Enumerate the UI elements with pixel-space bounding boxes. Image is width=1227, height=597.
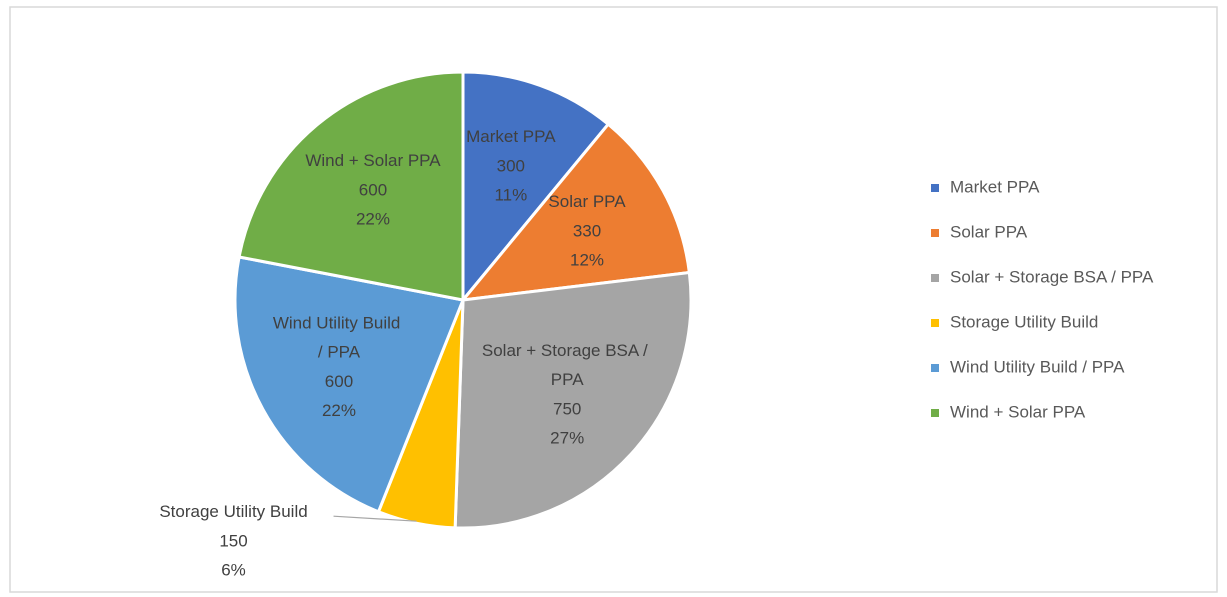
pie-slice [459,122,692,302]
pie-slice [461,70,611,305]
legend-label: Storage Utility Build [950,312,1098,331]
legend-label: Wind + Solar PPA [950,402,1086,421]
legend-label: Market PPA [950,177,1040,196]
slice-value-label: 600 [359,181,387,200]
leader-line [333,515,417,522]
slice-percent-label: 22% [356,210,390,229]
slice-value-label: 300 [497,156,525,175]
slice-value-label: 330 [573,222,601,241]
slice-category-label: Wind + Solar PPA [305,152,441,171]
slice-value-label: 150 [219,532,247,551]
pie [233,70,693,530]
slice-percent-label: 11% [494,185,527,204]
slice-category-label: Wind Utility Build / PPA [273,314,405,362]
data-labels: Market PPA 300 11% Solar PPA 330 12% Solar + S… [159,127,652,579]
legend-label: Wind Utility Build / PPA [950,357,1125,376]
legend-swatch [931,364,939,372]
slice-category-label: Market PPA [466,127,556,146]
legend-swatch [931,184,939,192]
legend-label: Solar PPA [950,222,1028,241]
slice-value-label: 750 [553,400,581,419]
legend: Market PPA Solar PPA Solar + Storage BSA /… [931,177,1154,421]
slice-percent-label: 12% [570,251,604,270]
pie-slice [237,70,465,302]
slice-percent-label: 27% [550,429,584,448]
slice-percent-label: 6% [221,561,246,580]
legend-swatch [931,319,939,327]
slice-category-label: Solar PPA [548,193,626,212]
slice-category-label: Storage Utility Build [159,503,307,522]
slice-value-label: 600 [325,372,353,391]
slice-percent-label: 22% [322,401,356,420]
legend-label: Solar + Storage BSA / PPA [950,267,1154,286]
pie-slice [233,255,466,514]
slice-category-label: Solar + Storage BSA / PPA [482,342,653,390]
legend-swatch [931,229,939,237]
pie-slice [453,270,693,530]
legend-swatch [931,409,939,417]
legend-swatch [931,274,939,282]
